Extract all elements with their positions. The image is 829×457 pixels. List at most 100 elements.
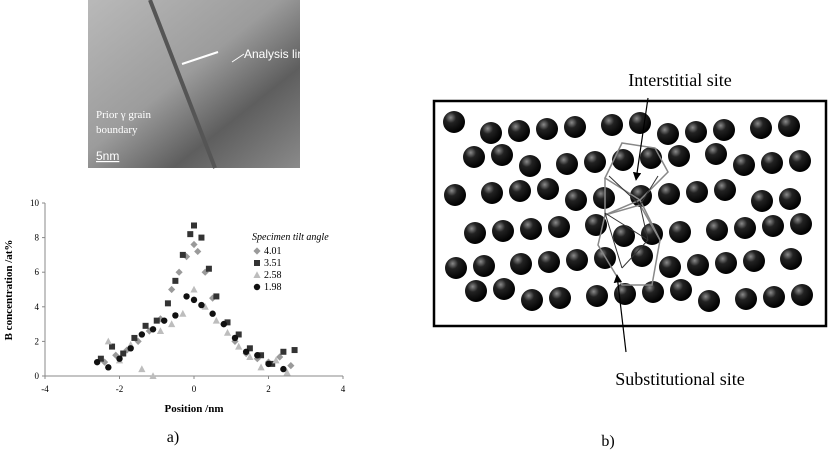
point xyxy=(232,335,238,341)
point xyxy=(168,320,175,327)
x-tick-label: 4 xyxy=(341,384,346,394)
y-tick-label: 8 xyxy=(35,233,40,243)
point xyxy=(209,311,215,317)
point xyxy=(94,359,100,365)
atom xyxy=(762,215,784,237)
point xyxy=(120,351,126,357)
atom xyxy=(613,225,635,247)
point xyxy=(183,293,189,299)
x-tick-label: 2 xyxy=(266,384,271,394)
point xyxy=(190,286,197,293)
atom xyxy=(778,115,800,137)
atom xyxy=(743,250,765,272)
atom xyxy=(687,254,709,276)
atom xyxy=(593,187,615,209)
point xyxy=(194,248,201,255)
atom xyxy=(566,249,588,271)
atom xyxy=(548,216,570,238)
boundary-label: Prior γ grain xyxy=(96,109,151,121)
point xyxy=(139,331,145,337)
atom xyxy=(668,145,690,167)
point xyxy=(187,231,193,237)
atom xyxy=(565,189,587,211)
atom xyxy=(734,217,756,239)
atom xyxy=(492,220,514,242)
atom xyxy=(614,283,636,305)
point xyxy=(138,365,145,372)
point xyxy=(213,293,219,299)
x-axis-title: Position /nm xyxy=(165,403,224,415)
atom xyxy=(659,256,681,278)
y-axis-title: B concentration /at% xyxy=(3,240,15,341)
atom xyxy=(789,150,811,172)
point xyxy=(265,361,271,367)
atom xyxy=(791,284,813,306)
point xyxy=(143,323,149,329)
point xyxy=(154,318,160,324)
point xyxy=(287,362,294,369)
atom xyxy=(790,213,812,235)
atom xyxy=(537,178,559,200)
atom xyxy=(733,154,755,176)
atom xyxy=(480,122,502,144)
atom xyxy=(586,285,608,307)
y-tick-label: 6 xyxy=(35,267,40,277)
legend-marker xyxy=(253,271,260,278)
atom xyxy=(686,181,708,203)
atom xyxy=(464,222,486,244)
atom xyxy=(685,121,707,143)
atom xyxy=(521,289,543,311)
point xyxy=(109,344,115,350)
point xyxy=(191,297,197,303)
point xyxy=(172,312,178,318)
atom xyxy=(713,119,735,141)
atom xyxy=(763,286,785,308)
point xyxy=(254,352,260,358)
atom xyxy=(779,188,801,210)
atom xyxy=(491,144,513,166)
atom xyxy=(761,152,783,174)
atom xyxy=(601,114,623,136)
atom xyxy=(519,155,541,177)
atom xyxy=(751,190,773,212)
y-tick-label: 4 xyxy=(35,302,40,312)
point xyxy=(190,241,197,248)
point xyxy=(105,338,112,345)
point xyxy=(157,327,164,334)
atom xyxy=(714,179,736,201)
atom xyxy=(706,219,728,241)
legend-label: 1.98 xyxy=(264,282,282,293)
atom xyxy=(510,253,532,275)
substitutional-label: Substitutional site xyxy=(615,369,745,389)
point xyxy=(176,269,183,276)
atom xyxy=(538,251,560,273)
point xyxy=(172,278,178,284)
x-tick-label: -2 xyxy=(116,384,124,394)
atom xyxy=(508,120,530,142)
atom xyxy=(473,255,495,277)
point xyxy=(280,349,286,355)
point xyxy=(179,310,186,317)
atom xyxy=(445,257,467,279)
legend-marker xyxy=(253,247,260,254)
atom xyxy=(549,287,571,309)
point xyxy=(191,222,197,228)
boundary-label: boundary xyxy=(96,124,138,136)
atom xyxy=(463,146,485,168)
point xyxy=(206,266,212,272)
atom xyxy=(465,280,487,302)
atom xyxy=(715,252,737,274)
atom xyxy=(556,153,578,175)
point xyxy=(221,321,227,327)
chart: Position /nm B concentration /at% Specim… xyxy=(3,198,346,415)
atom xyxy=(481,182,503,204)
atom xyxy=(536,118,558,140)
point xyxy=(116,356,122,362)
point xyxy=(198,235,204,241)
atom xyxy=(443,111,465,133)
point xyxy=(105,364,111,370)
atom xyxy=(705,143,727,165)
atom xyxy=(631,245,653,267)
point xyxy=(180,252,186,258)
point xyxy=(127,345,133,351)
